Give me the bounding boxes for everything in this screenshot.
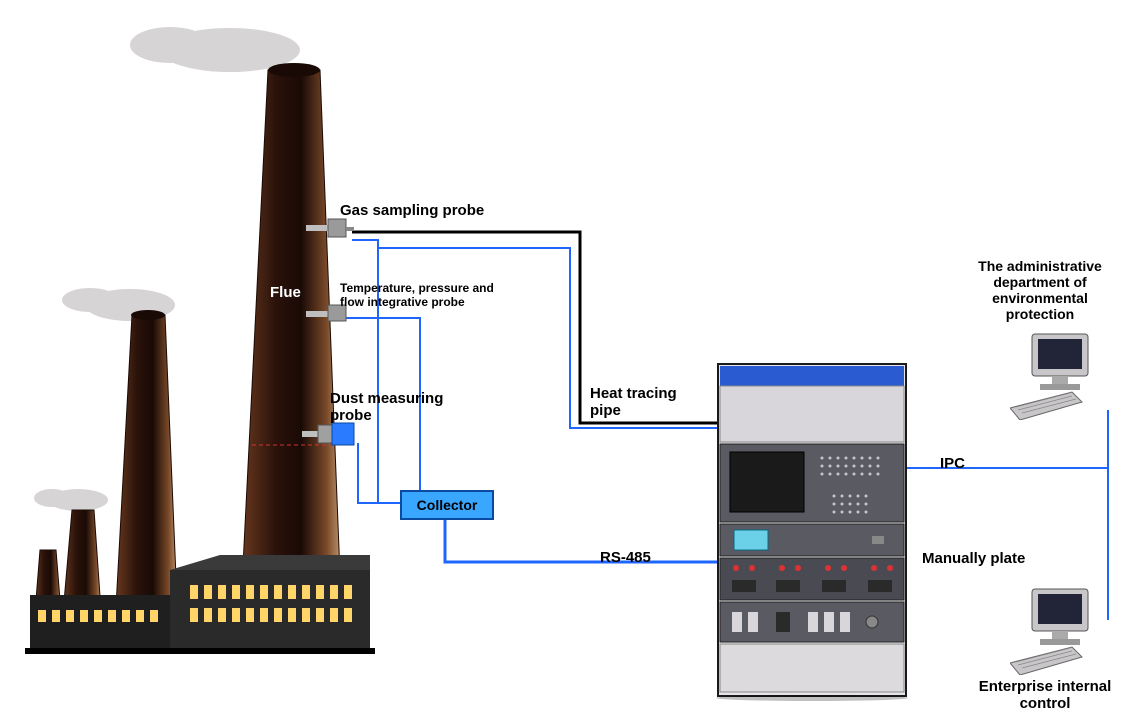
enterprise-label: Enterprise internal control (955, 678, 1127, 712)
rs485-label: RS-485 (600, 549, 651, 566)
diagram-stage: Collector (0, 0, 1127, 719)
collector-label: Collector (417, 497, 478, 513)
tpf-probe-label: Temperature, pressure and flow integrati… (340, 281, 494, 309)
probes (300, 215, 420, 475)
gas-probe-label: Gas sampling probe (340, 202, 484, 219)
manually-plate-label: Manually plate (922, 550, 1025, 567)
admin-dept-label: The administrative department of environ… (960, 258, 1120, 322)
heat-pipe-label: Heat tracing pipe (590, 385, 677, 419)
dust-probe-label: Dust measuring probe (330, 390, 443, 424)
factory-illustration (20, 10, 520, 680)
collector-box: Collector (400, 490, 494, 520)
flue-label: Flue (270, 284, 301, 301)
ipc-label: IPC (940, 455, 965, 472)
computer-admin (1010, 330, 1110, 420)
cabinet (712, 358, 912, 703)
computer-enterprise (1010, 585, 1110, 675)
